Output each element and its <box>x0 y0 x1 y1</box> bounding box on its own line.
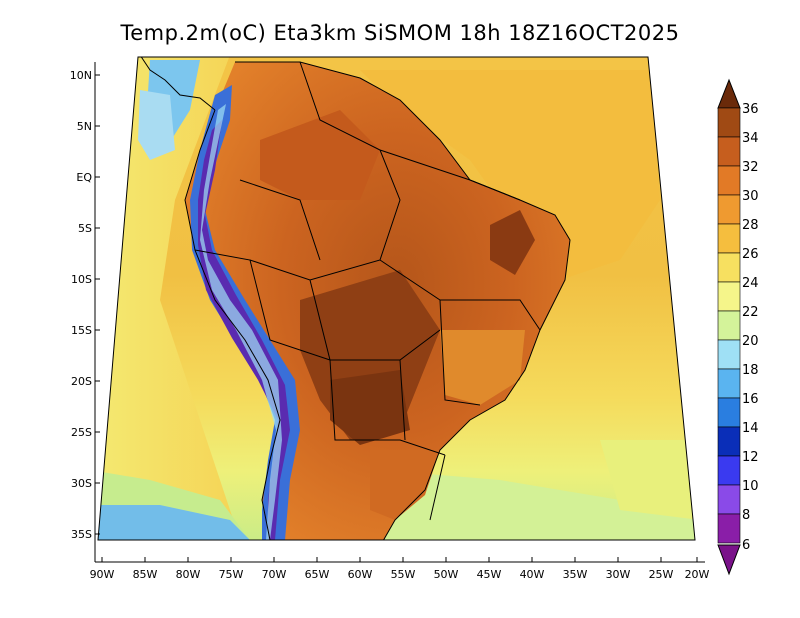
colorbar-label-14: 14 <box>742 421 759 436</box>
colorbar-label-26: 26 <box>742 247 759 262</box>
lat-label-30s: 30S <box>71 477 92 490</box>
south-atlantic-cool <box>380 470 695 540</box>
lon-label-65w: 65W <box>305 568 330 581</box>
hot-core-paraguay <box>330 370 410 445</box>
lon-label-90w: 90W <box>90 568 115 581</box>
map-frame <box>97 56 696 541</box>
lon-label-25w: 25W <box>649 568 674 581</box>
lon-labels: 90W 85W 80W 75W 70W 65W 60W 55W 50W 45W … <box>90 568 710 581</box>
colorbar-label-20: 20 <box>742 334 759 349</box>
lon-label-45w: 45W <box>477 568 502 581</box>
lat-labels: 10N 5N EQ 5S 10S 15S 20S 25S 30S 35S <box>70 69 93 541</box>
lat-label-15s: 15S <box>71 324 92 337</box>
colorbar-label-16: 16 <box>742 392 759 407</box>
lon-label-55w: 55W <box>391 568 416 581</box>
lon-label-75w: 75W <box>219 568 244 581</box>
colorbar-cell <box>717 107 741 138</box>
colorbar-cell <box>717 484 741 515</box>
lon-label-30w: 30W <box>606 568 631 581</box>
colorbar-cell <box>717 513 741 544</box>
colorbar-label-30: 30 <box>742 189 759 204</box>
colorbar-cell <box>717 252 741 283</box>
south-pacific-cold <box>98 505 250 540</box>
map-title: Temp.2m(oC) Eta3km SiSMOM 18h 18Z16OCT20… <box>120 21 680 45</box>
colorbar-label-32: 32 <box>742 160 759 175</box>
colorbar-cell <box>717 165 741 196</box>
colorbar-label-12: 12 <box>742 450 759 465</box>
south-atlantic-mild <box>600 440 695 520</box>
lon-ticks <box>101 557 698 562</box>
colorbar-label-8: 8 <box>742 508 750 523</box>
atlantic-warm-belt <box>360 70 660 280</box>
colorbar-cell <box>717 397 741 428</box>
colorbar-cell <box>717 194 741 225</box>
southeast-warm <box>440 330 525 405</box>
lat-label-5s: 5S <box>78 222 92 235</box>
lon-label-80w: 80W <box>176 568 201 581</box>
hot-core-northeast <box>490 210 535 275</box>
lat-label-25s: 25S <box>71 426 92 439</box>
colorbar-cell <box>717 368 741 399</box>
lat-label-35s: 35S <box>71 528 92 541</box>
colorbar-label-10: 10 <box>742 479 759 494</box>
lon-label-20w: 20W <box>685 568 710 581</box>
colorbar-cell <box>717 339 741 370</box>
lat-ticks <box>95 74 100 535</box>
colorbar-cell <box>717 455 741 486</box>
colorbar-label-36: 36 <box>742 102 759 117</box>
colorbar: 36 34 32 30 28 26 24 22 20 18 16 14 12 1… <box>717 78 759 576</box>
hot-region-north <box>260 110 380 200</box>
colorbar-cell <box>717 310 741 341</box>
lon-label-40w: 40W <box>520 568 545 581</box>
colorbar-label-28: 28 <box>742 218 759 233</box>
andes-snow-edge <box>200 104 282 540</box>
coastlines-and-borders <box>139 57 571 540</box>
colorbar-label-18: 18 <box>742 363 759 378</box>
lat-label-20s: 20S <box>71 375 92 388</box>
lat-label-eq: EQ <box>76 171 92 184</box>
colorbar-cell <box>717 136 741 167</box>
lon-label-35w: 35W <box>563 568 588 581</box>
colorbar-label-6: 6 <box>742 538 750 553</box>
colorbar-cell <box>717 426 741 457</box>
temperature-field <box>98 57 695 540</box>
lon-label-50w: 50W <box>434 568 459 581</box>
pacific-cool-patch <box>138 90 175 160</box>
colorbar-label-22: 22 <box>742 305 759 320</box>
lat-label-10n: 10N <box>70 69 92 82</box>
uruguay-region <box>370 450 440 520</box>
lon-label-60w: 60W <box>348 568 373 581</box>
lon-label-85w: 85W <box>133 568 158 581</box>
colorbar-cell <box>717 223 741 254</box>
lon-label-70w: 70W <box>262 568 287 581</box>
colorbar-label-24: 24 <box>742 276 759 291</box>
colorbar-bottom-arrow <box>717 544 741 576</box>
colorbar-label-34: 34 <box>742 131 759 146</box>
colorbar-top-arrow <box>717 78 741 109</box>
lat-label-10s: 10S <box>71 273 92 286</box>
lat-label-5n: 5N <box>77 120 92 133</box>
colorbar-cell <box>717 281 741 312</box>
